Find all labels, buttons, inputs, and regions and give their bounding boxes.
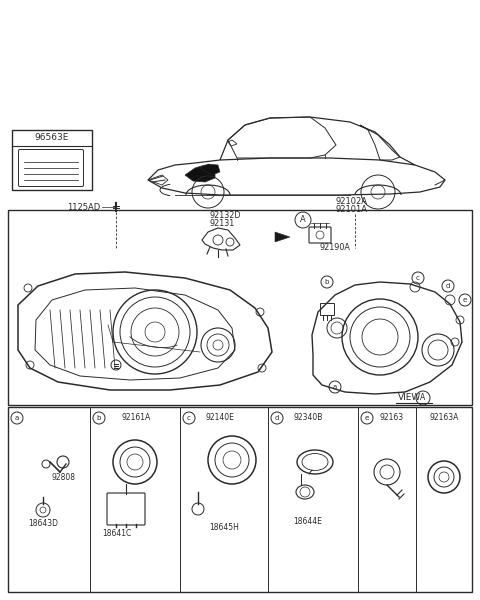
Text: d: d (446, 283, 450, 289)
Bar (12, 130, 92, 190)
Text: c: c (187, 415, 191, 421)
Polygon shape (275, 232, 290, 242)
Text: b: b (97, 415, 101, 421)
Text: b: b (325, 279, 329, 285)
Text: 18643D: 18643D (28, 520, 58, 529)
Text: a: a (15, 415, 19, 421)
Text: 92131: 92131 (210, 218, 235, 227)
Text: 18644E: 18644E (294, 517, 323, 527)
Text: 1125AD: 1125AD (67, 202, 100, 211)
Text: A: A (420, 394, 426, 403)
Text: 18645H: 18645H (209, 523, 239, 532)
Text: e: e (463, 297, 467, 303)
Text: 92161A: 92161A (122, 413, 151, 422)
Text: 92163A: 92163A (429, 413, 459, 422)
Text: A: A (300, 215, 306, 224)
Text: e: e (365, 415, 369, 421)
Text: 92101A: 92101A (335, 205, 367, 214)
Text: 92163: 92163 (380, 413, 404, 422)
Polygon shape (185, 165, 215, 182)
Text: 92132D: 92132D (210, 211, 241, 220)
Text: 92340B: 92340B (293, 413, 323, 422)
Text: VIEW: VIEW (398, 394, 421, 403)
Text: a: a (333, 384, 337, 390)
Text: d: d (275, 415, 279, 421)
Bar (8, 210, 472, 405)
Text: 92140E: 92140E (205, 413, 234, 422)
Bar (8, 407, 472, 592)
Bar (320, 303, 334, 315)
Text: 96563E: 96563E (35, 133, 69, 142)
Text: 92102A: 92102A (335, 197, 367, 206)
Text: c: c (416, 275, 420, 281)
Text: 92190A: 92190A (320, 244, 351, 253)
Polygon shape (200, 164, 220, 175)
Text: 92808: 92808 (51, 473, 75, 481)
Text: 18641C: 18641C (102, 529, 131, 539)
